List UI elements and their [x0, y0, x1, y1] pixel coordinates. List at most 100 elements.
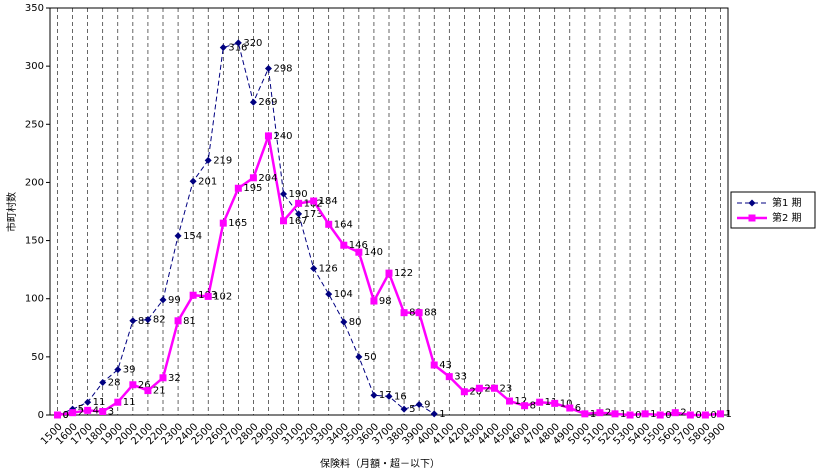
- data-label: 195: [243, 183, 262, 194]
- point: [144, 316, 152, 324]
- data-label: 23: [484, 383, 497, 394]
- data-label: 1: [725, 409, 731, 420]
- data-label: 80: [349, 317, 362, 328]
- data-label: 0: [63, 410, 69, 421]
- point: [340, 241, 348, 249]
- point: [69, 409, 77, 417]
- point: [219, 219, 227, 227]
- data-label: 0: [665, 410, 671, 421]
- data-label: 8: [530, 401, 536, 412]
- data-label: 99: [168, 295, 181, 306]
- data-label: 0: [63, 410, 69, 421]
- point: [234, 39, 242, 47]
- point: [280, 190, 288, 198]
- data-label: 1: [590, 409, 596, 420]
- point: [656, 411, 664, 419]
- point: [445, 373, 453, 381]
- point: [671, 409, 679, 417]
- data-label: 17: [379, 390, 392, 401]
- data-label: 43: [439, 360, 452, 371]
- data-label: 98: [379, 296, 392, 307]
- data-label: 11: [93, 397, 106, 408]
- point: [415, 309, 423, 317]
- data-label: 0: [695, 410, 701, 421]
- point: [189, 291, 197, 299]
- point: [430, 361, 438, 369]
- data-label: 10: [560, 398, 573, 409]
- data-label: 11: [545, 397, 558, 408]
- point: [566, 404, 574, 412]
- point: [295, 210, 303, 218]
- y-tick-label: 0: [38, 410, 44, 421]
- point: [521, 402, 529, 410]
- point: [596, 409, 604, 417]
- y-axis-label: 市町村数: [5, 192, 18, 232]
- point: [490, 384, 498, 392]
- x-axis-label: 保険料（月額・超－以下）: [320, 457, 440, 470]
- data-label: 2: [78, 408, 84, 419]
- point: [430, 410, 438, 418]
- point: [611, 410, 619, 418]
- point: [400, 309, 408, 317]
- point: [355, 248, 363, 256]
- data-label: 165: [228, 218, 247, 229]
- data-label: 184: [319, 196, 338, 207]
- data-label: 20: [469, 387, 482, 398]
- data-label: 81: [183, 316, 196, 327]
- data-label: 1: [650, 409, 656, 420]
- data-label: 3: [108, 407, 114, 418]
- point: [415, 401, 423, 409]
- point: [325, 220, 333, 228]
- point: [144, 387, 152, 395]
- data-label: 219: [213, 155, 232, 166]
- data-label: 0: [635, 410, 641, 421]
- point: [340, 318, 348, 326]
- data-label: 1: [439, 409, 445, 420]
- data-label: 167: [289, 216, 308, 227]
- point: [204, 292, 212, 300]
- data-label: 190: [289, 189, 308, 200]
- legend-box: [730, 191, 816, 229]
- point: [310, 197, 318, 205]
- data-label: 50: [364, 352, 377, 363]
- point: [506, 397, 514, 405]
- point: [310, 264, 318, 272]
- point: [536, 398, 544, 406]
- point: [295, 199, 303, 207]
- data-label: 21: [153, 386, 166, 397]
- y-tick-label: 300: [25, 61, 44, 72]
- data-label: 146: [349, 240, 368, 251]
- data-label: 316: [228, 43, 247, 54]
- point: [686, 411, 694, 419]
- point: [581, 410, 589, 418]
- point: [129, 317, 137, 325]
- point: [716, 410, 724, 418]
- data-label: 320: [243, 38, 262, 49]
- point: [99, 378, 107, 386]
- point: [325, 290, 333, 298]
- point: [385, 392, 393, 400]
- data-label: 11: [123, 397, 136, 408]
- data-label: 26: [138, 380, 151, 391]
- data-label: 4: [93, 405, 99, 416]
- data-label: 2: [605, 408, 611, 419]
- point: [460, 388, 468, 396]
- point: [641, 410, 649, 418]
- data-label: 39: [123, 365, 136, 376]
- point: [701, 411, 709, 419]
- data-label: 6: [575, 403, 581, 414]
- data-label: 298: [273, 63, 292, 74]
- data-label: 104: [334, 289, 353, 300]
- point: [84, 398, 92, 406]
- point: [264, 132, 272, 140]
- data-label: 154: [183, 231, 202, 242]
- point: [114, 366, 122, 374]
- point: [626, 411, 634, 419]
- point: [129, 381, 137, 389]
- data-label: 23: [499, 383, 512, 394]
- data-label: 204: [258, 173, 277, 184]
- data-label: 0: [710, 410, 716, 421]
- data-label: 5: [409, 404, 415, 415]
- data-label: 32: [168, 373, 181, 384]
